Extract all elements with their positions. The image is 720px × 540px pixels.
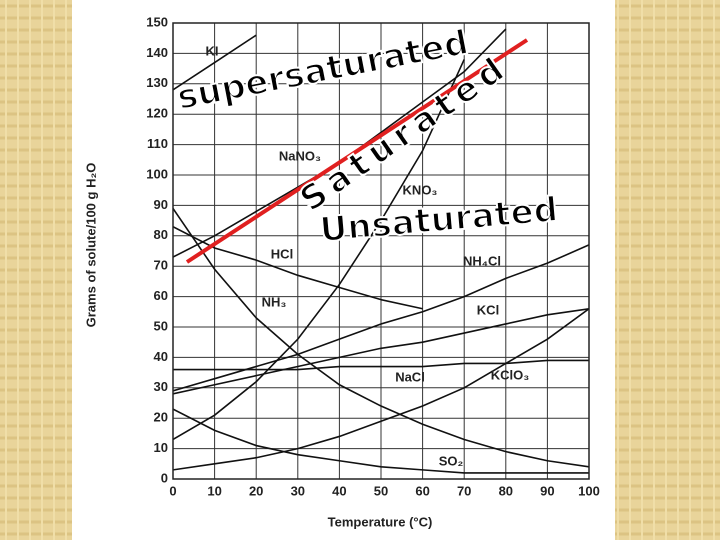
x-tick-label: 10: [207, 483, 221, 498]
y-tick-label: 40: [154, 349, 168, 364]
x-tick-label: 30: [291, 483, 305, 498]
x-tick-label: 40: [332, 483, 346, 498]
y-tick-label: 120: [146, 106, 168, 121]
series-line: [173, 207, 589, 468]
series-label: KNO₃: [403, 182, 438, 197]
y-tick-label: 150: [146, 14, 168, 29]
saturation-line: [185, 38, 529, 264]
series-label: NH₃: [262, 294, 287, 309]
y-tick-label: 110: [147, 136, 168, 151]
series-label: NaCl: [395, 369, 425, 384]
x-axis-label: Temperature (°C): [328, 514, 433, 529]
y-tick-label: 10: [154, 440, 168, 455]
y-tick-label: 140: [146, 45, 168, 60]
y-axis-label: Grams of solute/100 g H₂O: [83, 163, 98, 328]
plot: [173, 28, 589, 474]
series-label: KI: [206, 43, 219, 58]
series-label: HCl: [271, 246, 293, 261]
series-line: [173, 307, 589, 395]
series-line: [173, 359, 589, 371]
panel: [72, 0, 615, 540]
y-tick-label: 100: [146, 166, 168, 181]
y-tick-label: 130: [146, 75, 168, 90]
y-tick-label: 80: [154, 227, 168, 242]
y-tick-label: 0: [161, 470, 168, 485]
series-line: [173, 225, 423, 310]
plot-frame: [172, 22, 590, 480]
series-line: [173, 59, 465, 441]
series-line: [173, 308, 589, 471]
series-line: [173, 244, 589, 392]
y-tick-label: 50: [154, 318, 168, 333]
labels: 0 10 20 30 40 50 60 70 80 90 100 110 120 130 140 150 0 10…: [146, 14, 600, 498]
y-tick-label: 60: [154, 288, 168, 303]
x-tick-label: 0: [169, 483, 176, 498]
y-tick-label: 90: [154, 197, 168, 212]
y-tick-label: 30: [154, 379, 168, 394]
y-tick-label: 70: [154, 258, 168, 273]
x-tick-label: 80: [499, 483, 513, 498]
y-tick-label: 20: [154, 410, 168, 425]
series-label: SO₂: [439, 453, 464, 468]
x-tick-label: 90: [540, 483, 554, 498]
x-tick-label: 100: [578, 483, 600, 498]
x-tick-label: 60: [415, 483, 429, 498]
series-label: NaNO₃: [279, 148, 321, 163]
series-line: [173, 34, 257, 91]
series-label: KCl: [477, 302, 499, 317]
series-line: [173, 408, 589, 474]
x-tick-label: 70: [457, 483, 471, 498]
series-label: NH₄Cl: [463, 253, 501, 268]
x-tick-label: 50: [374, 483, 388, 498]
x-tick-label: 20: [249, 483, 263, 498]
series-label: KClO₃: [491, 367, 530, 382]
